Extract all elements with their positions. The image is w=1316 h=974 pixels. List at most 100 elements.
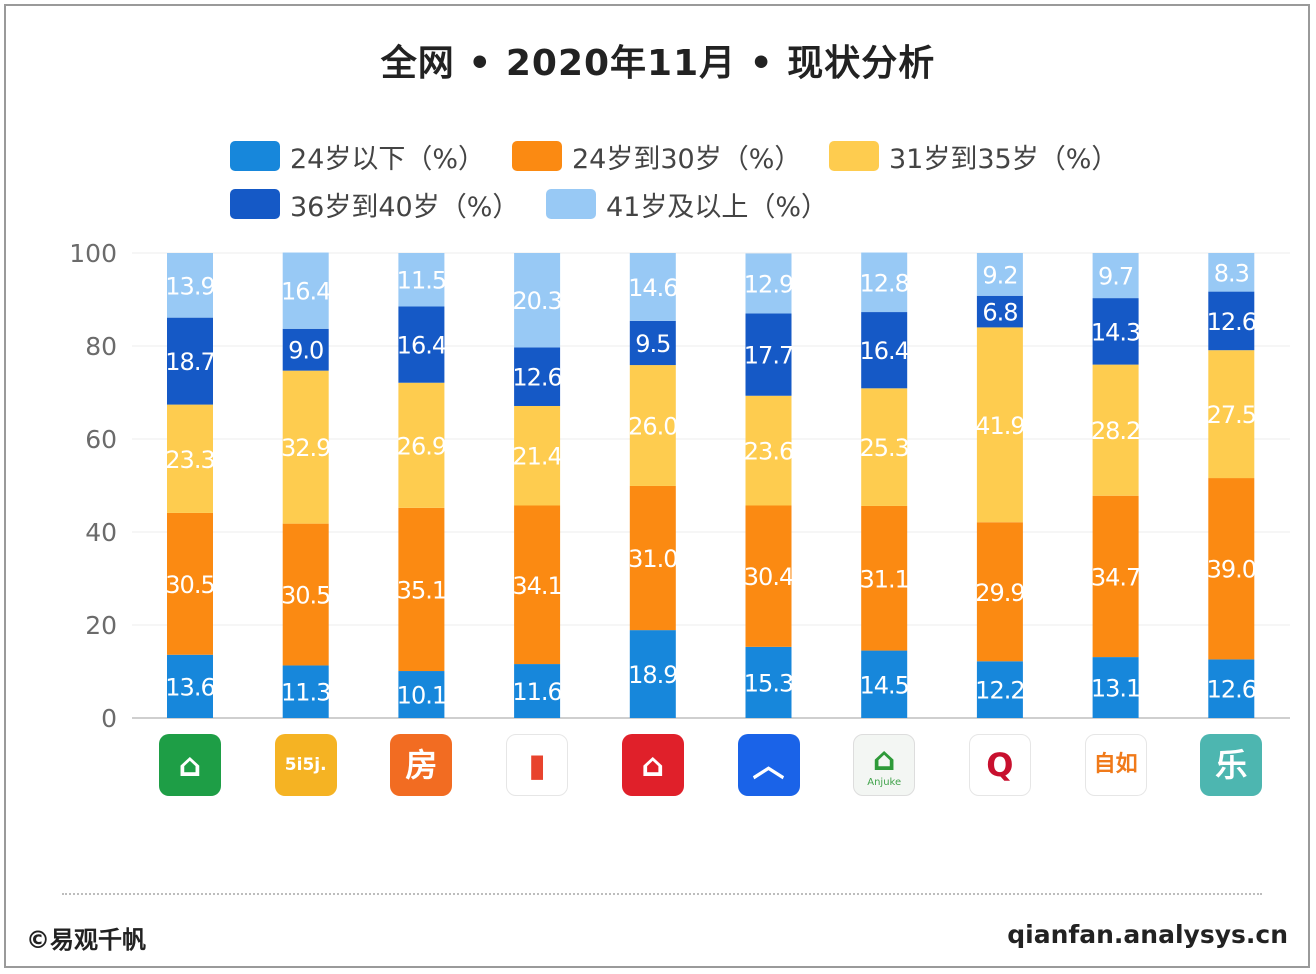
- bar-segment: [1208, 478, 1255, 660]
- bar-segment: [629, 320, 676, 366]
- legend-item[interactable]: 36岁到40岁（%）: [230, 186, 519, 223]
- data-label: 28.2: [1091, 417, 1140, 445]
- bar-segment: [745, 253, 792, 314]
- data-label: 30.4: [744, 563, 793, 591]
- bar-segment: [398, 671, 445, 718]
- icon-glyph: ▮: [528, 746, 546, 784]
- data-label: 11.5: [397, 267, 446, 295]
- bar-segment: [514, 664, 561, 718]
- legend-item[interactable]: 24岁到30岁（%）: [512, 138, 802, 175]
- bar-segment: [1092, 253, 1139, 299]
- anjuke-icon: ⌂ Anjuke: [853, 734, 916, 796]
- data-label: 32.9: [281, 434, 330, 462]
- leju-icon: 乐: [1200, 734, 1263, 796]
- icon-glyph: ⌂: [872, 739, 896, 778]
- data-label: 29.9: [975, 579, 1024, 607]
- data-label: 17.7: [744, 342, 793, 370]
- bar-segment: [976, 327, 1023, 523]
- y-tick-label: 100: [69, 239, 117, 268]
- legend-swatch: [230, 189, 280, 219]
- bar-segment: [1208, 350, 1255, 479]
- xingfuli-icon: ▮: [506, 734, 569, 796]
- legend-label: 24岁到30岁（%）: [572, 143, 802, 175]
- bar-segment: [1092, 657, 1139, 718]
- icon-glyph: ⌂: [178, 746, 202, 784]
- data-label: 11.6: [512, 678, 561, 706]
- bar-segment: [976, 522, 1023, 662]
- bar-segment: [861, 650, 908, 718]
- data-label: 16.4: [397, 332, 446, 360]
- bar-segment: [514, 405, 561, 506]
- bar-segment: [282, 665, 329, 718]
- legend-swatch: [512, 141, 562, 171]
- data-label: 9.0: [288, 337, 323, 365]
- bar-segment: [282, 328, 329, 371]
- bar-segment: [282, 252, 329, 329]
- lianjia-icon: ⌂: [159, 734, 221, 796]
- data-label: 12.2: [975, 677, 1024, 705]
- bar-segment: [1208, 659, 1255, 718]
- data-label: 6.8: [982, 299, 1017, 327]
- legend-label: 41岁及以上（%）: [606, 191, 829, 223]
- data-label: 14.3: [1091, 318, 1140, 346]
- legend-label: 24岁以下（%）: [290, 143, 486, 175]
- data-label: 41.9: [975, 412, 1024, 440]
- data-label: 18.7: [165, 348, 214, 376]
- chart-title: 全网 • 2020年11月 • 现状分析: [380, 43, 936, 84]
- y-tick-label: 80: [85, 332, 117, 361]
- legend: 24岁以下（%） 24岁到30岁（%） 31岁到35岁（%） 36岁到40岁（%…: [0, 0, 1316, 240]
- data-label: 12.6: [1207, 676, 1256, 704]
- data-label: 27.5: [1207, 401, 1256, 429]
- data-label: 35.1: [397, 576, 446, 604]
- footer-url: qianfan.analysys.cn: [1007, 920, 1288, 949]
- icon-glyph: 自如: [1093, 752, 1138, 777]
- qfang-icon: Q: [968, 734, 1031, 796]
- bar-segment: [861, 312, 908, 389]
- data-label: 9.2: [982, 261, 1017, 289]
- data-label: 16.4: [859, 337, 908, 365]
- icon-glyph: 房: [405, 746, 438, 784]
- bar-segment: [1208, 253, 1255, 292]
- bar-segment: [1092, 364, 1139, 496]
- ziroom-icon: 自如: [1084, 734, 1147, 796]
- data-label: 12.6: [512, 364, 561, 392]
- bar-segment: [282, 370, 329, 524]
- legend-item[interactable]: 41岁及以上（%）: [546, 186, 829, 223]
- bar-segment: [398, 507, 445, 672]
- bar-segment: [745, 505, 792, 647]
- bar-segment: [745, 313, 792, 396]
- data-label: 11.3: [281, 679, 330, 707]
- bar-segment: [167, 253, 213, 318]
- legend-item[interactable]: 24岁以下（%）: [230, 138, 486, 175]
- bar-segment: [282, 523, 329, 666]
- bar-segment: [976, 295, 1023, 328]
- bar-segment: [514, 253, 561, 348]
- legend-item[interactable]: 31岁到35岁（%）: [829, 138, 1119, 175]
- data-label: 34.7: [1091, 563, 1140, 591]
- icon-glyph: 乐: [1215, 746, 1248, 784]
- bar-segment: [745, 646, 792, 718]
- fangduoduo-icon: ⌂: [621, 734, 684, 796]
- y-tick-label: 60: [85, 425, 117, 454]
- data-label: 16.4: [281, 278, 330, 306]
- data-label: 8.3: [1214, 259, 1249, 287]
- data-label: 31.0: [628, 545, 677, 573]
- data-label: 30.5: [165, 571, 214, 599]
- bar-segment: [861, 505, 908, 651]
- legend-swatch: [546, 189, 596, 219]
- data-label: 9.7: [1098, 263, 1133, 291]
- bar-segment: [514, 347, 561, 406]
- bar-segment: [976, 661, 1023, 718]
- bar-segment: [629, 365, 676, 486]
- bar-segment: [167, 317, 213, 405]
- beike-icon: ︿: [737, 734, 800, 796]
- bar-segment: [861, 388, 908, 506]
- legend-label: 31岁到35岁（%）: [889, 143, 1119, 175]
- fang-icon: 房: [390, 734, 453, 796]
- bar-segment: [629, 630, 676, 718]
- icon-glyph: ⌂: [641, 746, 665, 784]
- data-label: 12.9: [744, 270, 793, 298]
- bar-segment: [514, 505, 561, 665]
- data-label: 26.0: [628, 413, 677, 441]
